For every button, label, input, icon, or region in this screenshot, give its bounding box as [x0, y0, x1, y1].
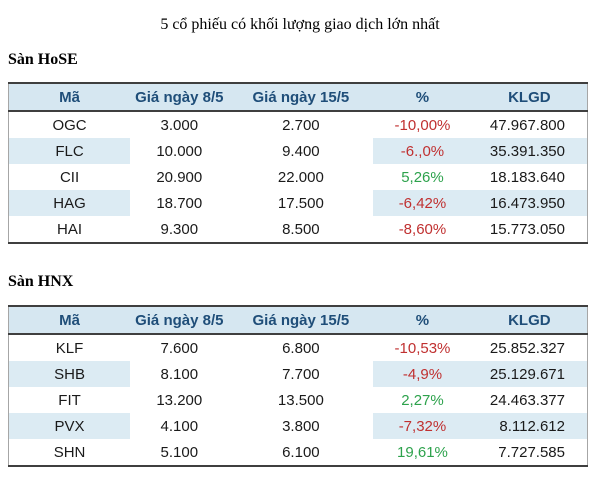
- table-row: HAI 9.300 8.500 -8,60% 15.773.050: [8, 216, 588, 243]
- table-row: OGC 3.000 2.700 -10,00% 47.967.800: [8, 111, 588, 138]
- column-header-pct: %: [415, 88, 430, 106]
- column-header-gia-15-5: Giá ngày 15/5: [252, 311, 350, 329]
- hnx-header-row: Mã Giá ngày 8/5 Giá ngày 15/5 % KLGD: [8, 306, 588, 334]
- cell-volume: 15.773.050: [471, 216, 588, 243]
- cell-price-15-5: 6.800: [228, 334, 374, 361]
- table-row: FIT 13.200 13.500 2,27% 24.463.377: [8, 387, 588, 413]
- cell-ticker: SHB: [8, 361, 131, 387]
- column-header-ma: Mã: [59, 311, 80, 329]
- cell-volume: 7.727.585: [471, 439, 588, 466]
- column-header-gia-15-5: Giá ngày 15/5: [252, 88, 350, 106]
- cell-price-15-5: 3.800: [228, 413, 374, 439]
- cell-price-15-5: 9.400: [228, 138, 374, 164]
- cell-volume: 35.391.350: [471, 138, 588, 164]
- cell-price-8-5: 8.100: [130, 361, 229, 387]
- cell-price-15-5: 6.100: [228, 439, 374, 466]
- cell-ticker: OGC: [8, 111, 131, 138]
- cell-volume: 24.463.377: [471, 387, 588, 413]
- column-header-klgd: KLGD: [508, 88, 551, 106]
- table-row: HAG 18.700 17.500 -6,42% 16.473.950: [8, 190, 588, 216]
- cell-volume: 25.129.671: [471, 361, 588, 387]
- table-row: SHB 8.100 7.700 -4,9% 25.129.671: [8, 361, 588, 387]
- cell-price-15-5: 13.500: [228, 387, 374, 413]
- column-header-ma: Mã: [59, 88, 80, 106]
- cell-percent-change: -7,32%: [373, 413, 472, 439]
- column-header-gia-8-5: Giá ngày 8/5: [135, 311, 224, 329]
- section-heading-hnx: Sàn HNX: [8, 273, 74, 290]
- cell-price-8-5: 18.700: [130, 190, 229, 216]
- cell-percent-change: -6.,0%: [373, 138, 472, 164]
- cell-price-8-5: 5.100: [130, 439, 229, 466]
- cell-price-15-5: 22.000: [228, 164, 374, 190]
- cell-percent-change: 2,27%: [373, 387, 472, 413]
- cell-ticker: FIT: [8, 387, 131, 413]
- cell-price-8-5: 4.100: [130, 413, 229, 439]
- cell-percent-change: 5,26%: [373, 164, 472, 190]
- column-header-gia-8-5: Giá ngày 8/5: [135, 88, 224, 106]
- cell-ticker: PVX: [8, 413, 131, 439]
- cell-price-8-5: 9.300: [130, 216, 229, 243]
- table-row: KLF 7.600 6.800 -10,53% 25.852.327: [8, 334, 588, 361]
- table-row: SHN 5.100 6.100 19,61% 7.727.585: [8, 439, 588, 466]
- cell-price-8-5: 7.600: [130, 334, 229, 361]
- cell-price-15-5: 2.700: [228, 111, 374, 138]
- cell-volume: 16.473.950: [471, 190, 588, 216]
- column-header-klgd: KLGD: [508, 311, 551, 329]
- cell-percent-change: -8,60%: [373, 216, 472, 243]
- cell-price-8-5: 3.000: [130, 111, 229, 138]
- cell-price-8-5: 13.200: [130, 387, 229, 413]
- cell-ticker: HAI: [8, 216, 131, 243]
- cell-price-8-5: 20.900: [130, 164, 229, 190]
- cell-price-15-5: 17.500: [228, 190, 374, 216]
- cell-volume: 25.852.327: [471, 334, 588, 361]
- table-row: CII 20.900 22.000 5,26% 18.183.640: [8, 164, 588, 190]
- cell-price-15-5: 7.700: [228, 361, 374, 387]
- table-row: PVX 4.100 3.800 -7,32% 8.112.612: [8, 413, 588, 439]
- page-title: 5 cổ phiếu có khối lượng giao dịch lớn n…: [160, 16, 440, 33]
- column-header-pct: %: [415, 311, 430, 329]
- cell-percent-change: -6,42%: [373, 190, 472, 216]
- cell-ticker: KLF: [8, 334, 131, 361]
- cell-price-15-5: 8.500: [228, 216, 374, 243]
- cell-ticker: FLC: [8, 138, 131, 164]
- cell-ticker: HAG: [8, 190, 131, 216]
- cell-percent-change: -4,9%: [373, 361, 472, 387]
- cell-percent-change: 19,61%: [373, 439, 472, 466]
- cell-ticker: SHN: [8, 439, 131, 466]
- hose-table: Mã Giá ngày 8/5 Giá ngày 15/5 % KLGD OGC…: [8, 82, 588, 244]
- cell-percent-change: -10,53%: [373, 334, 472, 361]
- cell-ticker: CII: [8, 164, 131, 190]
- hose-header-row: Mã Giá ngày 8/5 Giá ngày 15/5 % KLGD: [8, 83, 588, 111]
- cell-percent-change: -10,00%: [373, 111, 472, 138]
- cell-volume: 8.112.612: [471, 413, 588, 439]
- cell-price-8-5: 10.000: [130, 138, 229, 164]
- cell-volume: 18.183.640: [471, 164, 588, 190]
- table-row: FLC 10.000 9.400 -6.,0% 35.391.350: [8, 138, 588, 164]
- hnx-table: Mã Giá ngày 8/5 Giá ngày 15/5 % KLGD KLF…: [8, 305, 588, 467]
- section-heading-hose: Sàn HoSE: [8, 51, 78, 68]
- cell-volume: 47.967.800: [471, 111, 588, 138]
